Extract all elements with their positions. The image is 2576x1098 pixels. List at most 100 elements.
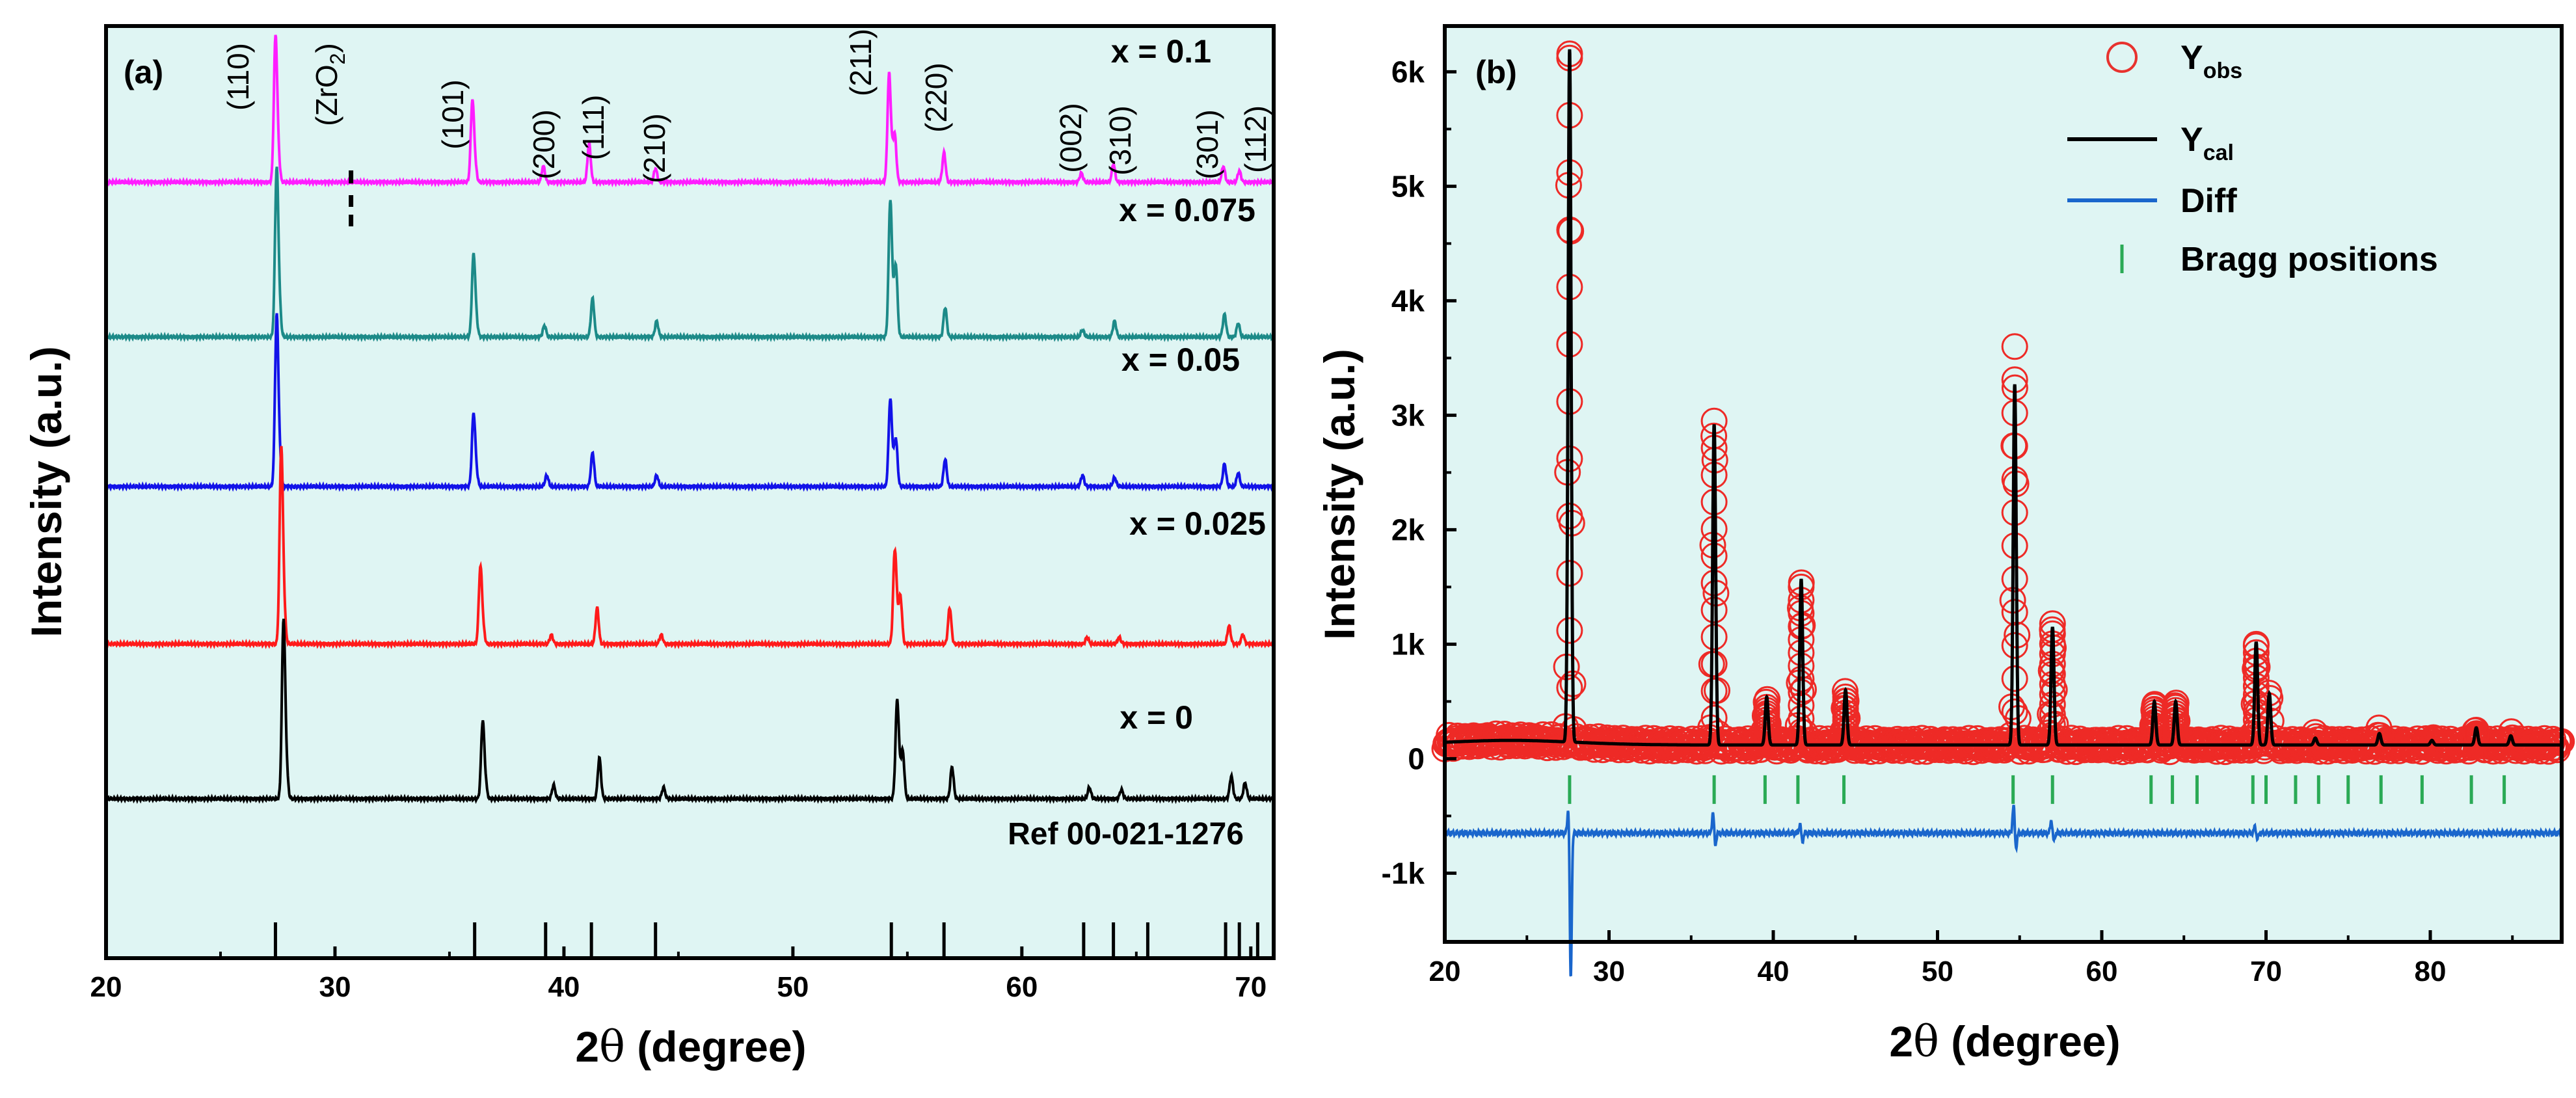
obs-point (1700, 650, 1728, 678)
x-axis-label-theta: θ (599, 1022, 625, 1072)
peak-label: (002) (1054, 103, 1088, 172)
legend-label-main: Y (2180, 121, 2203, 159)
impurity-label-main: (ZrO (310, 64, 343, 126)
x-tick-label: 80 (2415, 956, 2447, 987)
y-tick-label: 3k (1391, 398, 1425, 432)
peak-label: (310) (1103, 105, 1137, 175)
legend-label-sub: obs (2203, 59, 2242, 83)
obs-point (1788, 692, 1815, 719)
y-tick-label: 6k (1391, 55, 1425, 88)
obs-point (1556, 617, 1583, 644)
series-label: x = 0.075 (1119, 192, 1255, 228)
x-axis-label-theta: θ (1913, 1017, 1939, 1067)
legend-marker (2106, 42, 2138, 73)
y-tick-label: 1k (1391, 627, 1425, 661)
x-axis-label-suffix: (degree) (1939, 1017, 2121, 1065)
peak-label: (301) (1190, 109, 1224, 179)
series-line-x0 (105, 619, 1275, 805)
peak-label: (112) (1239, 105, 1272, 173)
legend-label: Diff (2180, 182, 2237, 220)
impurity-label-sub: 2 (326, 53, 349, 65)
obs-point (1788, 665, 1815, 693)
x-tick-label: 60 (1006, 971, 1038, 1003)
obs-point (2039, 721, 2066, 749)
obs-point (1788, 678, 1815, 706)
legend-label-main: Diff (2180, 182, 2237, 220)
series-label: x = 0.1 (1111, 33, 1211, 70)
plot-frame-a (104, 24, 1276, 960)
obs-point (1700, 677, 1728, 704)
obs-point (2001, 698, 2028, 725)
y-tick-label: 0 (1408, 742, 1425, 775)
x-axis-label-suffix: (degree) (625, 1023, 807, 1071)
x-tick-label: 60 (2086, 956, 2118, 987)
series-label: x = 0.025 (1129, 505, 1266, 542)
x-axis-label: 2θ (degree) (1889, 1017, 2120, 1067)
y-axis-label: Intensity (a.u.) (1315, 349, 1363, 639)
reference-label: Ref 00-021-1276 (1008, 817, 1244, 851)
series-line-x0025 (105, 446, 1275, 650)
peak-label: (210) (637, 113, 671, 183)
calc-line (1444, 49, 2562, 747)
legend-label: Bragg positions (2180, 241, 2438, 278)
x-tick-label: 40 (1758, 956, 1790, 987)
legend-label: Yobs (2180, 39, 2242, 83)
x-tick-label: 50 (777, 971, 809, 1003)
obs-point (2001, 632, 2028, 659)
legend-label: Ycal (2180, 121, 2234, 165)
obs-point (2039, 681, 2066, 708)
obs-point (1556, 388, 1583, 415)
x-tick-label: 70 (2250, 956, 2282, 987)
obs-point (2001, 598, 2028, 626)
obs-point (2463, 720, 2490, 747)
peak-label: (111) (576, 95, 610, 161)
obs-point (1556, 674, 1583, 701)
peak-label: (110) (221, 43, 255, 111)
obs-point (2001, 665, 2028, 692)
x-tick-label: 50 (1922, 956, 1953, 987)
y-axis-label: Intensity (a.u.) (22, 346, 70, 637)
obs-point (2039, 701, 2066, 729)
y-tick-label: 2k (1391, 513, 1425, 546)
series-line-x01 (105, 34, 1275, 188)
obs-point (1700, 623, 1728, 650)
obs-point (2039, 691, 2066, 718)
x-tick-label: 30 (1593, 956, 1625, 987)
y-tick-label: 4k (1391, 284, 1425, 317)
series-line-x005 (105, 313, 1274, 492)
x-axis-label-prefix: 2 (1889, 1017, 1913, 1065)
panel-b: 20 30 40 50 60 70 80 -1k 0 1k 2k 3k 4k 5k 6k 2θ (degree… (1315, 24, 2575, 1067)
obs-point (1556, 445, 1583, 472)
series-label: x = 0 (1120, 699, 1193, 736)
x-tick-label: 20 (1429, 956, 1461, 987)
impurity-label-close: ) (310, 43, 343, 53)
x-axis-label: 2θ (degree) (575, 1022, 806, 1072)
obs-point (2001, 333, 2028, 360)
legend-label-main: Bragg positions (2180, 241, 2438, 278)
obs-point (1700, 596, 1728, 624)
obs-point (1700, 704, 1728, 732)
obs-point (1556, 559, 1583, 587)
x-tick-label: 30 (319, 971, 351, 1003)
x-tick-label: 40 (548, 971, 580, 1003)
panel-label-b: (b) (1475, 54, 1517, 90)
peak-label: (220) (919, 62, 953, 132)
obs-point (1556, 502, 1583, 529)
series-label: x = 0.05 (1121, 341, 1240, 378)
plot-frame-b (1443, 24, 2564, 944)
impurity-label: (ZrO2) (310, 43, 349, 126)
obs-point (1788, 718, 1815, 745)
x-tick-label: 20 (90, 971, 122, 1003)
panel-label-a: (a) (124, 54, 163, 90)
x-tick-label: 70 (1235, 971, 1267, 1003)
obs-point (1556, 731, 1583, 758)
diff-line (1443, 805, 2563, 977)
series-line-x0075 (105, 167, 1275, 343)
peak-label: (211) (844, 29, 878, 96)
x-axis-label-prefix: 2 (575, 1023, 599, 1071)
peak-label: (200) (527, 109, 561, 179)
y-tick-label: -1k (1382, 856, 1425, 890)
y-tick-label: 5k (1391, 169, 1425, 203)
